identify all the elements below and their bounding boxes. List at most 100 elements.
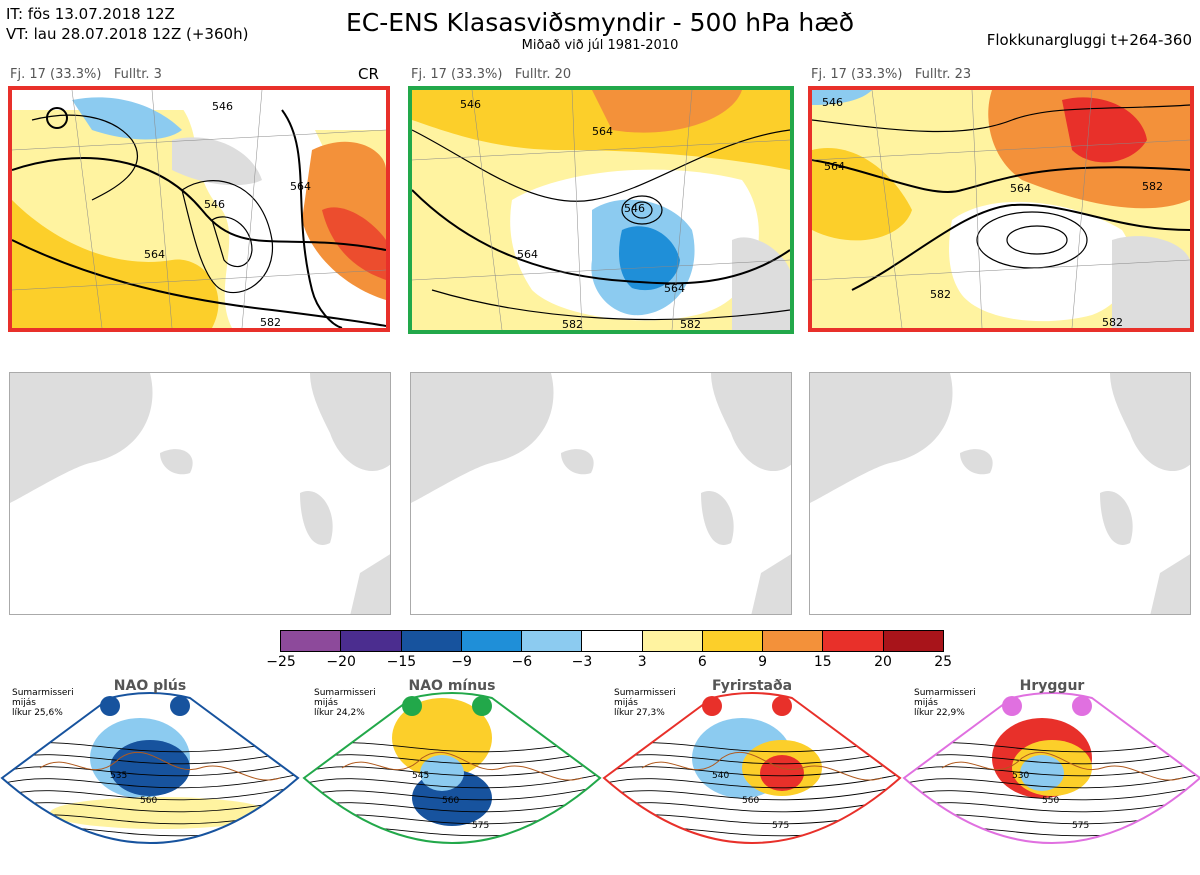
regime-marker	[100, 696, 120, 716]
contour-label: 564	[144, 248, 165, 261]
colorbar-tick-label: 15	[813, 654, 832, 670]
cluster-panel-1: 546 564 564 546 582	[8, 86, 390, 332]
contour-label: 546	[460, 98, 481, 111]
regime-contour-label: 560	[442, 796, 459, 806]
window-label: Flokkunargluggi t+264-360	[986, 31, 1192, 49]
regime-marker	[170, 696, 190, 716]
contour-label: 564	[1010, 182, 1031, 195]
regime-contour-label: 560	[140, 796, 157, 806]
colorbar-tick-label: −3	[571, 654, 593, 670]
cluster-map-1: 546 564 564 546 582	[12, 90, 386, 328]
regime-marker	[772, 696, 792, 716]
contour-label: 564	[824, 160, 845, 173]
cluster-map-2: 546 564 546 564 564 582 582	[412, 90, 790, 330]
cluster-map-3: 546 564 564 582 582 582	[812, 90, 1190, 328]
regime-contour-label: 535	[110, 771, 127, 781]
contour-label: 564	[290, 180, 311, 193]
regime-info-line: mijás	[12, 698, 36, 708]
colorbar	[280, 630, 944, 652]
colorbar-swatch	[522, 631, 583, 651]
valid-time: VT: lau 28.07.2018 12Z (+360h)	[6, 25, 249, 43]
regime-info-line: Sumarmisseri	[12, 688, 74, 698]
regime-map: 535 560	[0, 692, 300, 844]
regime-marker	[402, 696, 422, 716]
regime-info-line: líkur 25,6%	[12, 708, 63, 718]
panel-1-tag: CR	[358, 65, 379, 83]
colorbar-tick-label: −9	[451, 654, 472, 670]
regime-info: Sumarmisseri mijás líkur 27,3%	[614, 688, 676, 718]
regime-info-line: mijás	[314, 698, 338, 708]
contour-label: 582	[1142, 180, 1163, 193]
page-subtitle: Miðað við júl 1981-2010	[521, 38, 679, 53]
contour-label: 582	[1102, 316, 1123, 328]
header-left: IT: fös 13.07.2018 12Z VT: lau 28.07.201…	[6, 4, 248, 44]
regime-name: NAO plús	[113, 678, 187, 694]
regime-name: NAO mínus	[408, 678, 496, 694]
regime-contour-label: 575	[1072, 821, 1089, 831]
colorbar-swatch	[702, 631, 764, 651]
contour-label: 582	[562, 318, 583, 330]
blank-map-2	[410, 372, 792, 615]
regime-map: 540 560 575	[602, 692, 902, 844]
colorbar-tick-label: 6	[697, 654, 707, 670]
regime-marker	[702, 696, 722, 716]
regime-marker	[1072, 696, 1092, 716]
colorbar-swatch	[341, 631, 402, 651]
contour-label: 546	[204, 198, 225, 211]
regime-panel: 535 560 NAO plús Sumarmisseri mijás líkur 25,…	[0, 678, 300, 871]
regime-info-line: mijás	[914, 698, 938, 708]
regime-panel: 530 550 575 Hryggur Sumarmisseri mijás líkur 2…	[902, 678, 1200, 871]
regime-name: Fyrirstaða	[711, 678, 793, 694]
regime-contour-label: 575	[772, 821, 789, 831]
contour-label: 564	[517, 248, 538, 261]
regime-info: Sumarmisseri mijás líkur 24,2%	[314, 688, 376, 718]
cluster-panel-3: 546 564 564 582 582 582	[808, 86, 1194, 332]
regime-panel: 545 560 575 NAO mínus Sumarmisseri mijás líkur…	[302, 678, 602, 871]
regime-info-line: mijás	[614, 698, 638, 708]
contour-label: 564	[664, 282, 685, 295]
regime-info-line: líkur 24,2%	[314, 708, 365, 718]
colorbar-tick-label: 3	[637, 654, 647, 670]
contour-label: 582	[260, 316, 281, 328]
regime-info: Sumarmisseri mijás líkur 22,9%	[914, 688, 976, 718]
regime-panel: 540 560 575 Fyrirstaða Sumarmisseri mijás líku…	[602, 678, 902, 871]
colorbar-tick-label: −6	[511, 654, 533, 670]
regime-contour-label: 560	[742, 796, 759, 806]
init-time: IT: fös 13.07.2018 12Z	[6, 5, 175, 23]
panel-3-label: Fj. 17 (33.3%) Fulltr. 23	[811, 67, 972, 82]
colorbar-tick-label: 20	[874, 654, 892, 670]
regime-info-line: Sumarmisseri	[614, 688, 676, 698]
regime-contour-label: 575	[472, 821, 489, 831]
colorbar-tick-label: −25	[266, 654, 296, 670]
colorbar-swatch	[883, 631, 943, 651]
colorbar-swatch	[642, 631, 703, 651]
regime-contour-label: 530	[1012, 771, 1029, 781]
colorbar-swatch	[461, 631, 523, 651]
colorbar-swatch	[281, 631, 342, 651]
colorbar-swatch	[763, 631, 824, 651]
regime-name: Hryggur	[1019, 678, 1085, 694]
blank-map-1	[9, 372, 391, 615]
colorbar-swatch	[823, 631, 884, 651]
panel-1-label: Fj. 17 (33.3%) Fulltr. 3	[10, 67, 162, 82]
regime-map: 530 550 575	[902, 692, 1200, 844]
contour-label: 546	[212, 100, 233, 113]
cluster-panel-2: 546 564 546 564 564 582 582	[408, 86, 794, 334]
contour-label: 546	[624, 202, 645, 215]
blank-map-3	[809, 372, 1191, 615]
regime-marker	[1002, 696, 1022, 716]
panel-2-label: Fj. 17 (33.3%) Fulltr. 20	[411, 67, 572, 82]
regime-info-line: Sumarmisseri	[914, 688, 976, 698]
contour-label: 582	[930, 288, 951, 301]
regime-contour-label: 545	[412, 771, 429, 781]
regime-info-line: Sumarmisseri	[314, 688, 376, 698]
page-title: EC-ENS Klasasviðsmyndir - 500 hPa hæð	[345, 8, 855, 37]
colorbar-tick-label: 9	[758, 654, 768, 670]
colorbar-swatch	[401, 631, 462, 651]
colorbar-swatches	[280, 630, 944, 652]
contour-label: 546	[822, 96, 843, 109]
colorbar-tick-label: 25	[934, 654, 953, 670]
colorbar-tick-label: −15	[386, 654, 417, 670]
colorbar-tick-label: −20	[326, 654, 356, 670]
colorbar-swatch	[582, 631, 643, 651]
